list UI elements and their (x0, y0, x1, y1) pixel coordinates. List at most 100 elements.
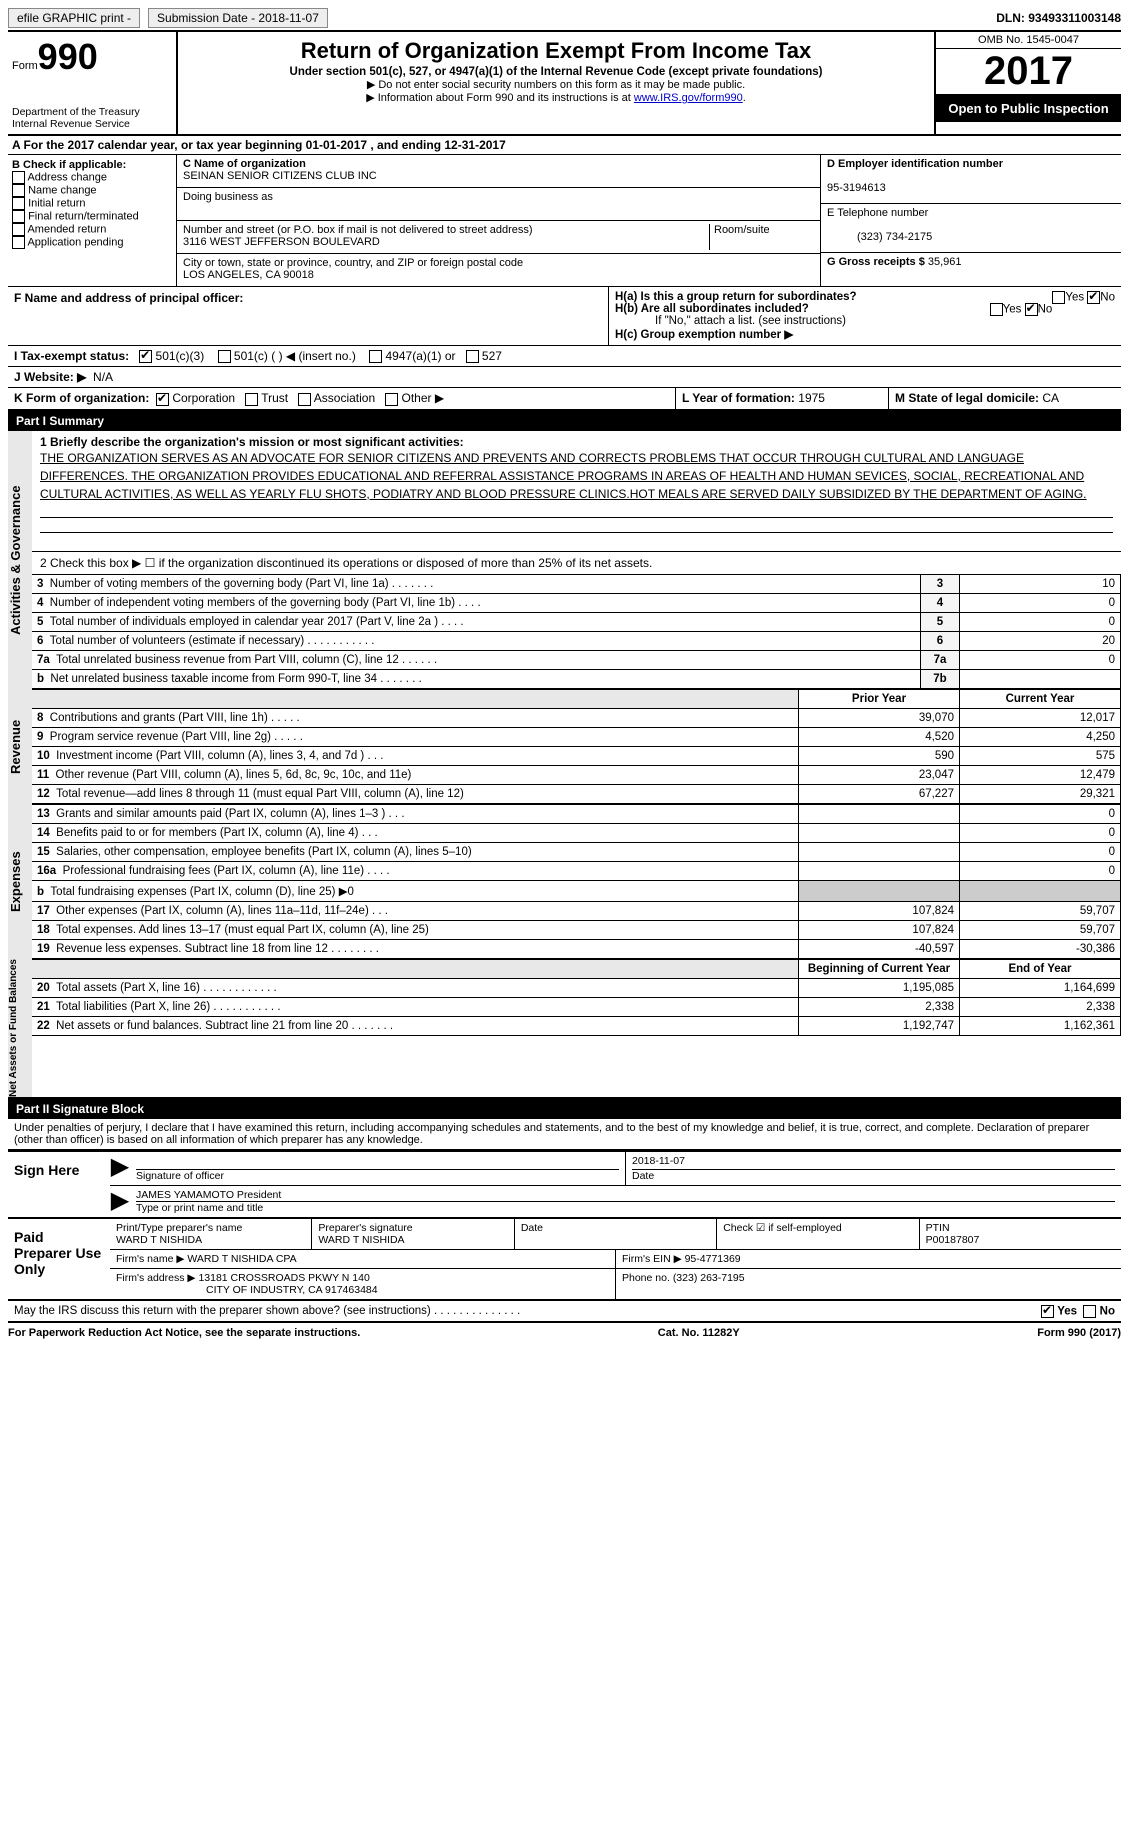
line2: 2 Check this box ▶ ☐ if the organization… (32, 552, 1121, 574)
netassets-section: Net Assets or Fund Balances Beginning of… (8, 959, 1121, 1099)
omb-number: OMB No. 1545-0047 (936, 32, 1121, 49)
check-assoc[interactable] (298, 393, 311, 406)
h-note: If "No," attach a list. (see instruction… (655, 315, 1115, 327)
irs-link[interactable]: www.IRS.gov/form990 (634, 92, 743, 104)
f-label: F Name and address of principal officer: (14, 291, 243, 305)
note-info: ▶ Information about Form 990 and its ins… (366, 92, 634, 104)
efile-button[interactable]: efile GRAPHIC print - (8, 8, 140, 28)
side-expenses: Expenses (8, 804, 32, 959)
org-name: SEINAN SENIOR CITIZENS CLUB INC (183, 170, 377, 182)
na-table: Beginning of Current YearEnd of Year20 T… (32, 959, 1121, 1036)
check-527[interactable] (466, 350, 479, 363)
check-application-pending[interactable] (12, 236, 25, 249)
hb-no[interactable] (1025, 303, 1038, 316)
dept-irs: Internal Revenue Service (12, 118, 172, 130)
b-label: B Check if applicable: (12, 159, 126, 171)
tax-year: 2017 (936, 49, 1121, 95)
year-formation: 1975 (798, 391, 825, 405)
form-number: 990 (38, 36, 98, 77)
firm-addr1: 13181 CROSSROADS PKWY N 140 (198, 1272, 369, 1284)
part-ii-header: Part II Signature Block (8, 1099, 1121, 1119)
hb-label: H(b) Are all subordinates included? (615, 303, 809, 315)
discuss-yes[interactable] (1041, 1305, 1054, 1318)
rev-table: Prior YearCurrent Year8 Contributions an… (32, 689, 1121, 804)
dba-label: Doing business as (183, 191, 273, 203)
form-prefix: Form (12, 60, 38, 72)
city-state-zip: LOS ANGELES, CA 90018 (183, 269, 314, 281)
footer-mid: Cat. No. 11282Y (658, 1327, 740, 1339)
check-501c3[interactable] (139, 350, 152, 363)
section-a: A For the 2017 calendar year, or tax yea… (8, 136, 1121, 155)
expenses-section: Expenses 13 Grants and similar amounts p… (8, 804, 1121, 959)
ha-yes[interactable] (1052, 291, 1065, 304)
discuss-text: May the IRS discuss this return with the… (14, 1305, 520, 1317)
gov-table: 3 Number of voting members of the govern… (32, 574, 1121, 689)
j-label: J Website: ▶ (14, 370, 86, 384)
check-final-return[interactable] (12, 210, 25, 223)
check-name-change[interactable] (12, 184, 25, 197)
check-501c[interactable] (218, 350, 231, 363)
paid-preparer-block: Paid Preparer Use Only Print/Type prepar… (8, 1219, 1121, 1301)
check-other[interactable] (385, 393, 398, 406)
footer-left: For Paperwork Reduction Act Notice, see … (8, 1327, 360, 1339)
line1-label: 1 Briefly describe the organization's mi… (40, 435, 464, 449)
sign-here-label: Sign Here (8, 1152, 110, 1217)
entity-block: B Check if applicable: Address change Na… (8, 155, 1121, 287)
side-netassets: Net Assets or Fund Balances (8, 959, 32, 1097)
i-label: I Tax-exempt status: (14, 349, 129, 363)
check-amended-return[interactable] (12, 223, 25, 236)
phone-label: E Telephone number (827, 207, 928, 219)
check-initial-return[interactable] (12, 197, 25, 210)
k-label: K Form of organization: (14, 391, 149, 405)
state-domicile: CA (1042, 391, 1059, 405)
side-governance: Activities & Governance (8, 431, 32, 689)
ha-label: H(a) Is this a group return for subordin… (615, 291, 857, 303)
part-i-header: Part I Summary (8, 411, 1121, 431)
firm-name: WARD T NISHIDA CPA (187, 1253, 296, 1265)
paid-preparer-label: Paid Preparer Use Only (8, 1219, 110, 1299)
perjury-text: Under penalties of perjury, I declare th… (8, 1119, 1121, 1150)
form-title: Return of Organization Exempt From Incom… (186, 38, 926, 64)
dln: DLN: 93493311003148 (996, 11, 1121, 25)
ptin: P00187807 (926, 1234, 980, 1246)
self-employed: Check ☑ if self-employed (723, 1222, 842, 1234)
check-address-change[interactable] (12, 171, 25, 184)
gross-label: G Gross receipts $ (827, 256, 925, 268)
preparer-name: WARD T NISHIDA (116, 1234, 202, 1246)
firm-ein: 95-4771369 (685, 1253, 741, 1265)
hc-label: H(c) Group exemption number ▶ (615, 329, 793, 341)
side-revenue: Revenue (8, 689, 32, 804)
website-value: N/A (93, 370, 113, 384)
footer-right: Form 990 (2017) (1037, 1327, 1121, 1339)
top-bar: efile GRAPHIC print - Submission Date - … (8, 8, 1121, 32)
note-ssn: ▶ Do not enter social security numbers o… (186, 78, 926, 91)
c-name-label: C Name of organization (183, 158, 306, 170)
phone-value: (323) 734-2175 (857, 231, 932, 243)
street-address: 3116 WEST JEFFERSON BOULEVARD (183, 236, 380, 248)
hb-yes[interactable] (990, 303, 1003, 316)
form-subtitle: Under section 501(c), 527, or 4947(a)(1)… (186, 66, 926, 78)
submission-button[interactable]: Submission Date - 2018-11-07 (148, 8, 328, 28)
ein-value: 95-3194613 (827, 182, 886, 194)
revenue-section: Revenue Prior YearCurrent Year8 Contribu… (8, 689, 1121, 804)
exp-table: 13 Grants and similar amounts paid (Part… (32, 804, 1121, 959)
officer-name: JAMES YAMAMOTO President (136, 1189, 281, 1201)
ha-no[interactable] (1087, 291, 1100, 304)
governance-section: Activities & Governance 1 Briefly descri… (8, 431, 1121, 689)
check-4947[interactable] (369, 350, 382, 363)
discuss-no[interactable] (1083, 1305, 1096, 1318)
check-corp[interactable] (156, 393, 169, 406)
dept-treasury: Department of the Treasury (12, 106, 172, 118)
open-inspection: Open to Public Inspection (936, 95, 1121, 122)
firm-phone: (323) 263-7195 (673, 1272, 745, 1284)
firm-addr2: CITY OF INDUSTRY, CA 917463484 (206, 1284, 378, 1296)
check-trust[interactable] (245, 393, 258, 406)
form-header: Form990 Department of the Treasury Inter… (8, 32, 1121, 136)
f-h-block: F Name and address of principal officer:… (8, 287, 1121, 346)
ein-label: D Employer identification number (827, 158, 1003, 170)
footer: For Paperwork Reduction Act Notice, see … (8, 1323, 1121, 1343)
sig-date: 2018-11-07 (632, 1155, 685, 1167)
gross-value: 35,961 (928, 256, 962, 268)
preparer-sig: WARD T NISHIDA (318, 1234, 404, 1246)
mission-text: THE ORGANIZATION SERVES AS AN ADVOCATE F… (40, 449, 1113, 503)
